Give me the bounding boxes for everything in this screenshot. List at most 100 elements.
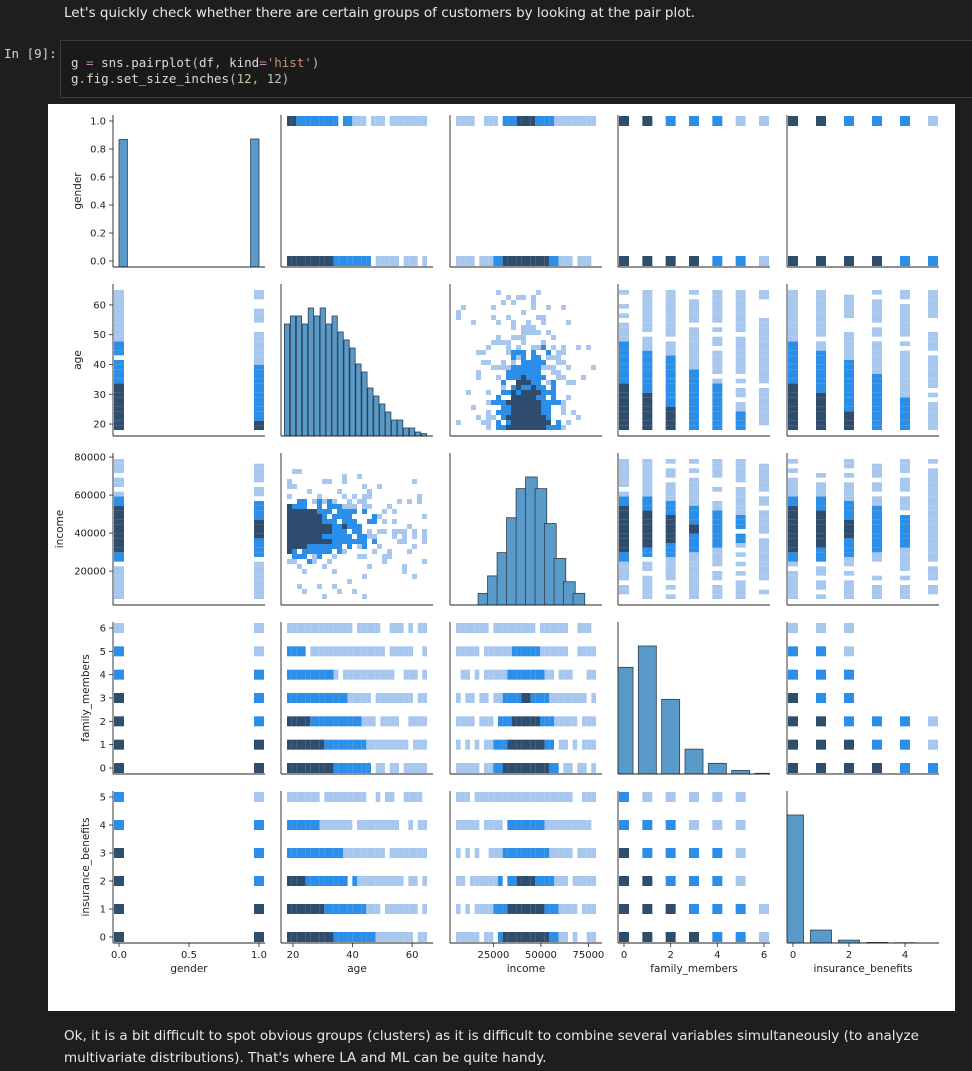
hist2d-cell — [512, 116, 517, 126]
hist2d-cell — [554, 876, 559, 886]
hist2d-cell — [788, 406, 798, 412]
hist2d-cell — [788, 313, 798, 318]
hist2d-cell — [460, 716, 466, 727]
hist2d-cell — [526, 876, 531, 886]
hist2d-cell — [501, 405, 506, 410]
hist2d-cell — [371, 646, 376, 657]
hist2d-cell — [333, 646, 339, 657]
pairplot-figure: 0.0 0.2 0.4 0.6 0.8 1.0 gender 20 30 40 50 60 age 200… — [48, 104, 955, 1011]
hist2d-cell — [389, 904, 395, 914]
hist-bar — [684, 748, 704, 774]
hist2d-cell — [422, 848, 427, 858]
hist2d-cell — [689, 378, 699, 384]
hist2d-cell — [486, 360, 491, 365]
hist2d-cell — [928, 313, 938, 318]
code-cell[interactable]: g = sns.pairplot(df, kind='hist') g.fig.… — [60, 40, 972, 98]
hist2d-cell — [292, 484, 297, 489]
hist2d-cell — [333, 256, 339, 266]
hist2d-cell — [541, 385, 546, 390]
hist2d-cell — [665, 341, 676, 346]
hist2d-cell — [347, 646, 353, 657]
hist2d-cell — [319, 820, 325, 830]
hist2d-cell — [422, 514, 427, 519]
hist2d-cell — [403, 904, 409, 914]
hist2d-cell — [481, 420, 486, 425]
hist2d-cell — [872, 463, 882, 469]
hist2d-cell — [530, 256, 536, 266]
hist2d-cell — [114, 350, 124, 356]
hist2d-cell — [619, 519, 629, 525]
hist2d-cell — [642, 350, 653, 356]
hist2d-cell — [586, 904, 592, 914]
hist2d-cell — [712, 501, 723, 506]
hist2d-cell — [389, 716, 395, 727]
hist2d-cell — [301, 669, 306, 680]
hist2d-cell — [546, 410, 551, 415]
hist2d-cell — [362, 484, 367, 489]
hist2d-cell — [576, 345, 581, 350]
hist2d-cell — [307, 549, 312, 554]
hist2d-cell — [526, 395, 531, 400]
hist2d-cell — [665, 420, 676, 426]
code-line-1[interactable]: g = sns.pairplot(df, kind='hist') — [71, 55, 319, 70]
hist2d-cell — [568, 904, 573, 914]
hist2d-cell — [928, 406, 938, 412]
hist2d-cell — [619, 557, 629, 562]
hist2d-cell — [389, 739, 395, 750]
hist2d-cell — [665, 848, 676, 858]
hist2d-cell — [558, 792, 564, 802]
hist2d-cell — [456, 693, 461, 703]
hist2d-cell — [735, 369, 746, 374]
hist2d-cell — [408, 876, 413, 886]
hist2d-cell — [347, 579, 352, 584]
hist2d-cell — [506, 375, 511, 380]
hist2d-cell — [254, 524, 264, 529]
hist2d-cell — [900, 716, 910, 727]
hist2d-cell — [788, 571, 798, 576]
hist2d-cell — [408, 763, 413, 773]
hist2d-cell — [844, 594, 854, 599]
hist2d-cell — [816, 533, 826, 539]
hist2d-cell — [844, 463, 854, 469]
hist2d-cell — [380, 646, 385, 657]
hist2d-cell — [114, 290, 124, 295]
hist-bar — [319, 307, 326, 436]
hist2d-cell — [327, 539, 332, 544]
hist2d-cell — [305, 848, 311, 858]
hist2d-cell — [382, 509, 387, 514]
hist2d-cell — [816, 350, 826, 356]
hist2d-cell — [872, 369, 882, 374]
hist2d-cell — [329, 116, 334, 126]
hist2d-cell — [322, 544, 327, 549]
hist2d-cell — [422, 534, 427, 539]
hist2d-cell — [712, 552, 723, 557]
hist2d-cell — [287, 116, 292, 126]
hist2d-cell — [403, 256, 409, 266]
hist2d-cell — [544, 623, 550, 633]
hist2d-cell — [872, 383, 882, 388]
hist2d-cell — [928, 491, 938, 497]
hist2d-cell — [531, 350, 536, 355]
hist2d-cell — [759, 589, 769, 595]
hist2d-cell — [735, 402, 746, 407]
hist2d-cell — [333, 739, 339, 750]
x-tick-label: 1.0 — [251, 950, 267, 961]
hist2d-cell — [305, 623, 311, 633]
hist2d-cell — [586, 932, 592, 942]
hist2d-cell — [900, 318, 910, 323]
code-line-2[interactable]: g.fig.set_size_inches(12, 12) — [71, 71, 289, 86]
hist2d-cell — [619, 585, 629, 590]
hist2d-cell — [408, 256, 413, 266]
hist2d-cell — [541, 320, 546, 325]
hist2d-cell — [816, 646, 826, 657]
hist2d-cell — [254, 904, 264, 914]
hist2d-cell — [582, 739, 587, 750]
hist2d-cell — [526, 370, 531, 375]
hist2d-cell — [900, 501, 910, 506]
hist2d-cell — [788, 501, 798, 506]
hist2d-cell — [287, 792, 292, 802]
hist2d-cell — [665, 510, 676, 515]
hist2d-cell — [900, 477, 910, 483]
hist2d-cell — [287, 848, 292, 858]
hist2d-cell — [254, 487, 264, 492]
